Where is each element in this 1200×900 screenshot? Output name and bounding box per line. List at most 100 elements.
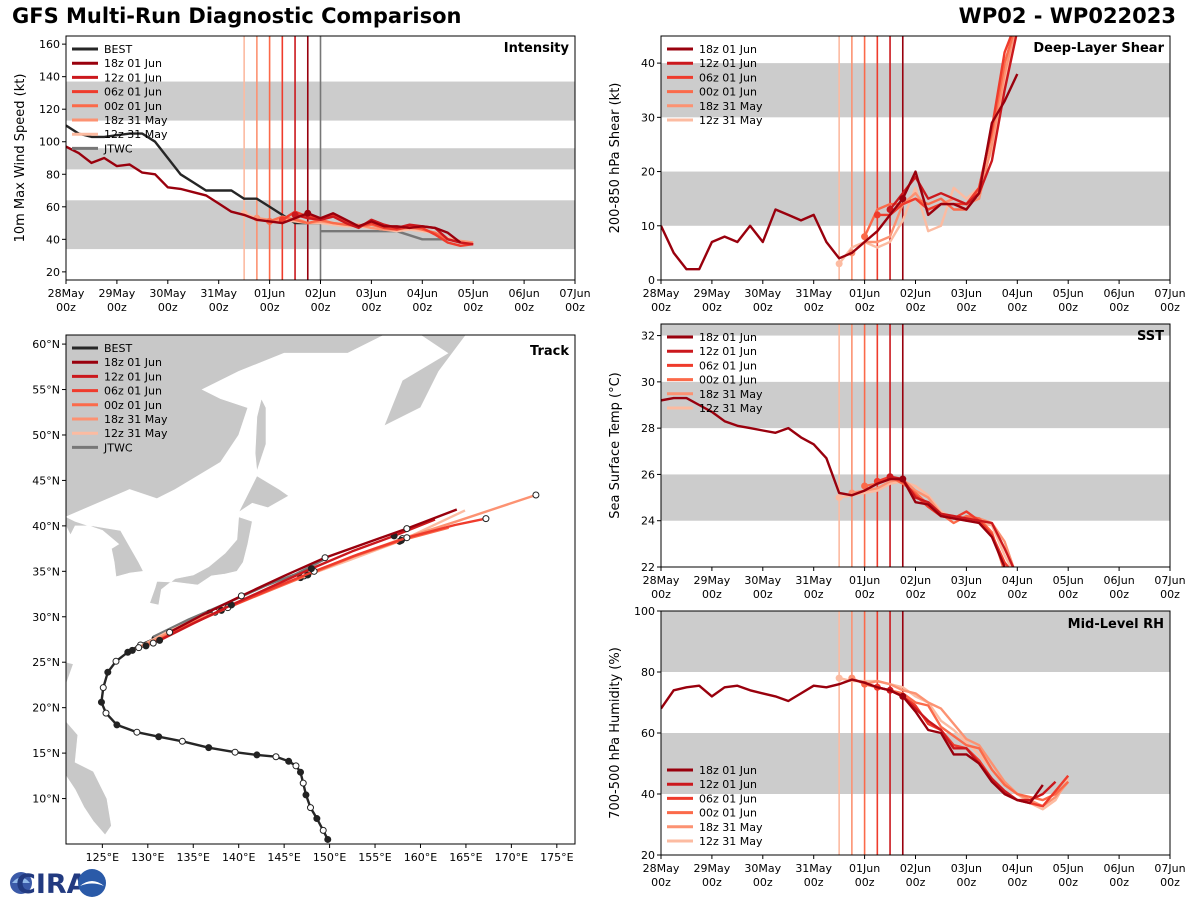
sst-xtick-sublabel-6: 00z bbox=[957, 588, 977, 601]
track-best-point-5 bbox=[299, 779, 307, 787]
intensity-xtick-sublabel-10: 00z bbox=[565, 301, 585, 314]
track-point-5-2 bbox=[237, 592, 245, 600]
rh-init-point-5 bbox=[899, 692, 907, 700]
rh-legend-label-3: 00z 01 Jun bbox=[699, 807, 757, 820]
track-point-2-0 bbox=[142, 642, 150, 650]
sst-ytick-label-2: 26 bbox=[641, 468, 655, 481]
shear-legend-label-2: 06z 01 Jun bbox=[699, 71, 757, 84]
intensity-xtick-sublabel-4: 00z bbox=[260, 301, 280, 314]
sst-legend-label-5: 12z 31 May bbox=[699, 402, 763, 415]
rh-ytick-label-1: 40 bbox=[641, 788, 655, 801]
shear-xtick-label-1: 29May bbox=[694, 287, 731, 300]
track-ytick-label-5: 35°N bbox=[32, 565, 60, 578]
sst-band-1 bbox=[661, 381, 1170, 429]
sst-plot-area bbox=[661, 396, 1015, 567]
shear-init-point-5 bbox=[899, 195, 907, 203]
rh-band-1 bbox=[661, 611, 1170, 672]
track-best-point-11 bbox=[231, 748, 239, 756]
track-best-point-1 bbox=[319, 826, 327, 834]
intensity-xtick-sublabel-7: 00z bbox=[412, 301, 432, 314]
land-taiwan bbox=[66, 661, 74, 686]
intensity-xtick-label-8: 05Jun bbox=[458, 287, 489, 300]
sst-ytick-label-5: 32 bbox=[641, 330, 655, 343]
sst-xtick-sublabel-1: 00z bbox=[702, 588, 722, 601]
land-japan-main bbox=[149, 516, 253, 606]
intensity-xtick-sublabel-1: 00z bbox=[107, 301, 127, 314]
track-ytick-label-7: 45°N bbox=[32, 474, 60, 487]
sst-ytick-label-1: 24 bbox=[641, 515, 655, 528]
rh-xtick-label-0: 28May bbox=[643, 862, 680, 875]
intensity-series-00z-01-Jun bbox=[269, 215, 474, 246]
rh-xtick-label-4: 01Jun bbox=[849, 862, 880, 875]
sst-xtick-sublabel-5: 00z bbox=[906, 588, 926, 601]
track-best-point-14 bbox=[155, 733, 163, 741]
land-hokkaido bbox=[237, 475, 290, 514]
shear-xtick-label-6: 03Jun bbox=[951, 287, 982, 300]
sst-xtick-sublabel-9: 00z bbox=[1109, 588, 1129, 601]
track-best-line bbox=[100, 631, 329, 841]
sst-ytick-label-4: 30 bbox=[641, 376, 655, 389]
shear-legend-label-5: 12z 31 May bbox=[699, 114, 763, 127]
rh-xtick-sublabel-2: 00z bbox=[753, 876, 773, 889]
track-legend-label-1: 18z 01 Jun bbox=[104, 356, 162, 369]
track-best-point-8 bbox=[285, 757, 293, 765]
track-ytick-label-10: 60°N bbox=[32, 338, 60, 351]
track-point-5-4 bbox=[321, 554, 329, 562]
track-best-point-21 bbox=[112, 657, 120, 665]
sst-xtick-label-3: 31May bbox=[795, 574, 832, 587]
track-point-5-6 bbox=[403, 525, 411, 533]
shear-legend-label-1: 12z 01 Jun bbox=[699, 57, 757, 70]
intensity-ytick-label-2: 60 bbox=[46, 201, 60, 214]
intensity-legend-label-4: 00z 01 Jun bbox=[104, 100, 162, 113]
track-legend-label-2: 12z 01 Jun bbox=[104, 370, 162, 383]
sst-xtick-label-9: 06Jun bbox=[1104, 574, 1135, 587]
sst-ytick-label-0: 22 bbox=[641, 561, 655, 574]
rh-xtick-sublabel-4: 00z bbox=[855, 876, 875, 889]
track-best-point-9 bbox=[272, 753, 280, 761]
track-point-1-8 bbox=[532, 491, 540, 499]
intensity-series-06z-01-Jun bbox=[281, 210, 474, 248]
sst-init-point-5 bbox=[899, 475, 907, 483]
track-xtick-label-9: 170°E bbox=[495, 851, 528, 864]
track-best-point-6 bbox=[297, 768, 305, 776]
intensity-legend-label-1: 18z 01 Jun bbox=[104, 57, 162, 70]
track-best-point-20 bbox=[104, 668, 112, 676]
shear-xtick-sublabel-6: 00z bbox=[957, 301, 977, 314]
rh-ytick-label-3: 80 bbox=[641, 666, 655, 679]
track-point-5-0 bbox=[166, 628, 174, 636]
intensity-ytick-label-0: 20 bbox=[46, 266, 60, 279]
sst-xtick-sublabel-2: 00z bbox=[753, 588, 773, 601]
sst-xtick-label-7: 04Jun bbox=[1002, 574, 1033, 587]
sst-xtick-label-1: 29May bbox=[694, 574, 731, 587]
sst-xtick-label-2: 30May bbox=[744, 574, 781, 587]
intensity-title: Intensity bbox=[504, 41, 570, 56]
track-best-point-7 bbox=[292, 762, 300, 770]
shear-ytick-label-3: 30 bbox=[641, 111, 655, 124]
land-northeast-asia bbox=[66, 335, 512, 427]
track-legend-label-6: 12z 31 May bbox=[104, 427, 168, 440]
intensity-ytick-label-5: 120 bbox=[39, 103, 60, 116]
land-russia-coast bbox=[66, 335, 385, 518]
track-best-point-12 bbox=[205, 744, 213, 752]
rh-ytick-label-4: 100 bbox=[634, 605, 655, 618]
rh-ytick-label-0: 20 bbox=[641, 849, 655, 862]
track-point-0-0 bbox=[128, 646, 136, 654]
shear-xtick-label-4: 01Jun bbox=[849, 287, 880, 300]
shear-xtick-sublabel-3: 00z bbox=[804, 301, 824, 314]
shear-ytick-label-4: 40 bbox=[641, 57, 655, 70]
track-xtick-label-8: 165°E bbox=[449, 851, 482, 864]
intensity-xtick-label-4: 01Jun bbox=[254, 287, 285, 300]
sst-series-12z-01-Jun bbox=[889, 475, 1015, 567]
rh-series-18z-01-Jun bbox=[661, 678, 1044, 805]
sst-xtick-sublabel-8: 00z bbox=[1058, 588, 1078, 601]
track-legend-label-4: 00z 01 Jun bbox=[104, 399, 162, 412]
intensity-xtick-sublabel-3: 00z bbox=[209, 301, 229, 314]
track-ytick-label-9: 55°N bbox=[32, 384, 60, 397]
sst-band-2 bbox=[661, 324, 1170, 336]
track-point-4-0 bbox=[156, 636, 164, 644]
intensity-legend-label-2: 12z 01 Jun bbox=[104, 71, 162, 84]
sst-series-12z-31-May bbox=[838, 480, 1013, 567]
shear-xtick-sublabel-4: 00z bbox=[855, 301, 875, 314]
